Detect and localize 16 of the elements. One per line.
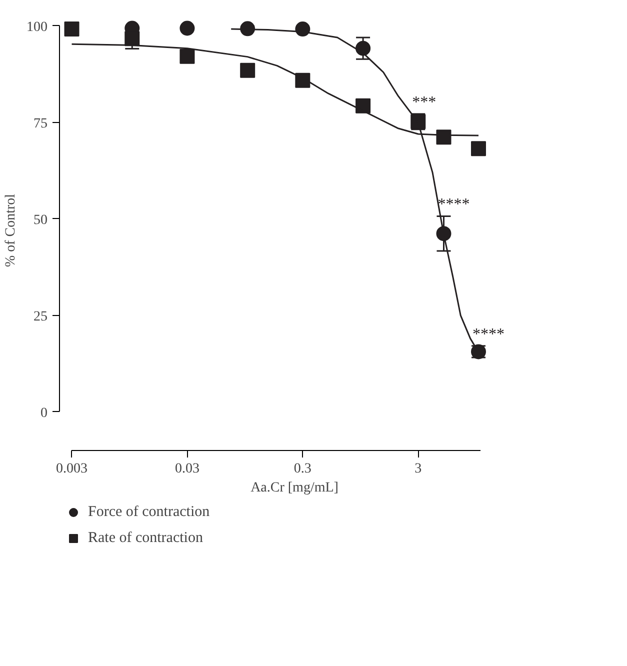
y-tick-label: 0 [40,406,48,421]
legend-label: Rate of contraction [88,530,203,546]
x-tick-label: 0.03 [174,462,200,476]
x-tick-label: 0.3 [294,462,312,476]
annotation: **** [438,196,470,214]
y-tick-label: 100 [26,20,48,35]
x-tick-label: 0.003 [56,462,88,476]
legend-label: Force of contraction [88,504,210,520]
x-tick-label: 3 [414,462,422,476]
annotation: **** [472,326,504,343]
y-tick-label: 50 [34,212,48,228]
y-tick-label: 75 [34,116,48,132]
y-tick-label: 25 [34,309,48,324]
annotation: *** [412,94,436,111]
x-axis-title: Aa.Cr [mg/mL] [250,480,338,496]
y-axis-title: % of Control [4,194,18,268]
